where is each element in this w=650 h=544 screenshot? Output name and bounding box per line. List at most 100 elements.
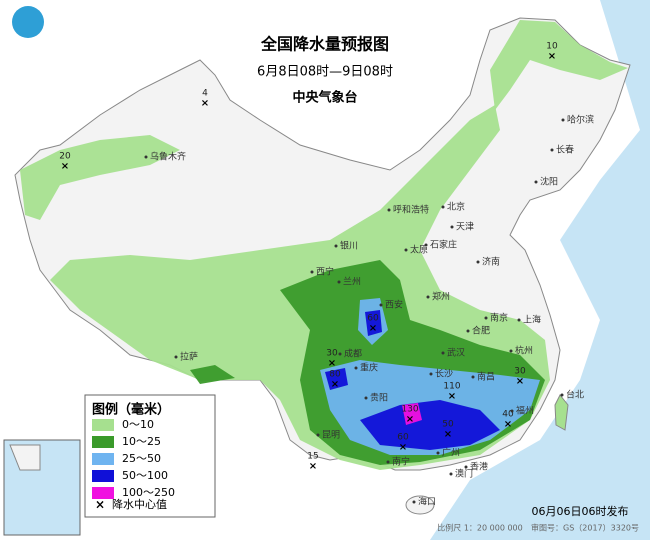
city-name: 郑州 xyxy=(432,291,450,303)
center-mark: × xyxy=(331,379,339,390)
map-subtitle: 6月8日08时—9日08时 xyxy=(257,65,393,80)
center-value: 60 xyxy=(367,314,379,324)
legend-label: 25～50 xyxy=(122,452,161,465)
center-mark: × xyxy=(399,442,407,453)
legend-swatch xyxy=(92,470,114,482)
map-title: 全国降水量预报图 xyxy=(260,35,389,54)
city-dot xyxy=(174,355,178,359)
city-name: 海口 xyxy=(418,496,436,508)
city-dot xyxy=(354,366,358,370)
city-name: 澳门 xyxy=(455,468,473,480)
city-dot xyxy=(436,451,440,455)
city-dot xyxy=(387,208,391,212)
legend-label: 100～250 xyxy=(122,486,175,499)
city-dot xyxy=(364,396,368,400)
city-name: 银川 xyxy=(340,240,358,252)
hainan xyxy=(405,495,435,515)
legend-swatch xyxy=(92,487,114,499)
center-value: 10 xyxy=(546,42,558,52)
city-name: 西安 xyxy=(385,299,403,311)
rain-area xyxy=(20,135,180,220)
center-value: 20 xyxy=(59,152,71,162)
city-name: 杭州 xyxy=(515,345,533,357)
city-dot xyxy=(334,244,338,248)
center-mark: × xyxy=(201,98,209,109)
center-value: 60 xyxy=(397,433,409,443)
taiwan xyxy=(554,394,569,431)
center-value: 50 xyxy=(442,420,454,430)
rain-area xyxy=(325,368,348,390)
city-name: 沈阳 xyxy=(540,176,558,188)
city-name: 石家庄 xyxy=(430,239,457,251)
center-value: 30 xyxy=(514,367,526,377)
city-name: 天津 xyxy=(456,222,474,233)
rain-area xyxy=(365,310,382,336)
city-dot xyxy=(510,409,514,413)
city-dot xyxy=(449,472,453,476)
legend-label: 50～100 xyxy=(122,469,168,482)
center-value: 80 xyxy=(329,370,341,380)
city-dot xyxy=(441,205,445,209)
center-mark: × xyxy=(444,429,452,440)
city-dot xyxy=(464,465,468,469)
center-mark: × xyxy=(328,358,336,369)
city-name: 北京 xyxy=(447,201,465,213)
city-name: 南昌 xyxy=(477,371,495,383)
city-name: 哈尔滨 xyxy=(567,114,594,126)
sea xyxy=(430,0,650,540)
city-dot xyxy=(404,248,408,252)
city-dot xyxy=(466,329,470,333)
center-mark: × xyxy=(516,376,524,387)
city-name: 呼和浩特 xyxy=(393,204,429,216)
city-dot xyxy=(337,280,341,284)
center-value: 15 xyxy=(307,452,318,462)
city-name: 香港 xyxy=(470,461,488,473)
city-name: 南京 xyxy=(490,312,508,324)
city-name: 武汉 xyxy=(447,347,465,359)
city-dot xyxy=(426,295,430,299)
city-name: 重庆 xyxy=(360,362,378,374)
issue-time: 06月06日06时发布 xyxy=(532,504,629,518)
city-dot xyxy=(338,352,342,356)
map-number: 审图号：GS（2017）3320号 xyxy=(531,523,639,533)
legend-items: 0～10 10～25 25～50 50～100 100～250 xyxy=(92,418,175,499)
city-dot xyxy=(534,180,538,184)
city-dot xyxy=(484,316,488,320)
rain-centers: ×20×4×10×60×30×80×110 ×30×130×50 ×40×60×15 xyxy=(59,42,558,473)
city-name: 乌鲁木齐 xyxy=(150,151,186,163)
rain-area xyxy=(490,20,628,110)
scale-note: 比例尺 1：20 000 000 xyxy=(437,523,522,533)
legend-label: 10～25 xyxy=(122,435,161,448)
rain-area xyxy=(190,365,235,384)
city-name: 兰州 xyxy=(343,276,361,288)
center-value: 30 xyxy=(326,349,338,359)
city-name: 济南 xyxy=(482,256,500,268)
center-mark: × xyxy=(504,419,512,430)
center-mark: × xyxy=(406,414,414,425)
city-dot xyxy=(310,270,314,274)
city-name: 西宁 xyxy=(316,266,334,278)
legend-swatch xyxy=(92,453,114,465)
city-name: 上海 xyxy=(523,314,541,326)
legend-label: 0～10 xyxy=(122,418,154,431)
legend-swatch xyxy=(92,436,114,448)
city-name: 太原 xyxy=(410,244,428,256)
city-name: 成都 xyxy=(344,348,362,360)
city-name: 贵阳 xyxy=(370,392,388,404)
city-dot xyxy=(316,433,320,437)
legend-title: 图例（毫米） xyxy=(92,402,170,418)
city-name: 福州 xyxy=(516,405,534,417)
center-value: 130 xyxy=(401,405,418,415)
center-mark: × xyxy=(309,461,317,472)
city-dot xyxy=(379,303,383,307)
city-dot xyxy=(424,243,428,247)
rain-area xyxy=(360,400,500,450)
city-dot xyxy=(471,375,475,379)
center-value: 4 xyxy=(202,89,208,99)
center-mark: × xyxy=(448,391,456,402)
city-name: 拉萨 xyxy=(180,351,198,363)
city-name: 台北 xyxy=(566,389,584,401)
center-value: 110 xyxy=(443,382,460,392)
